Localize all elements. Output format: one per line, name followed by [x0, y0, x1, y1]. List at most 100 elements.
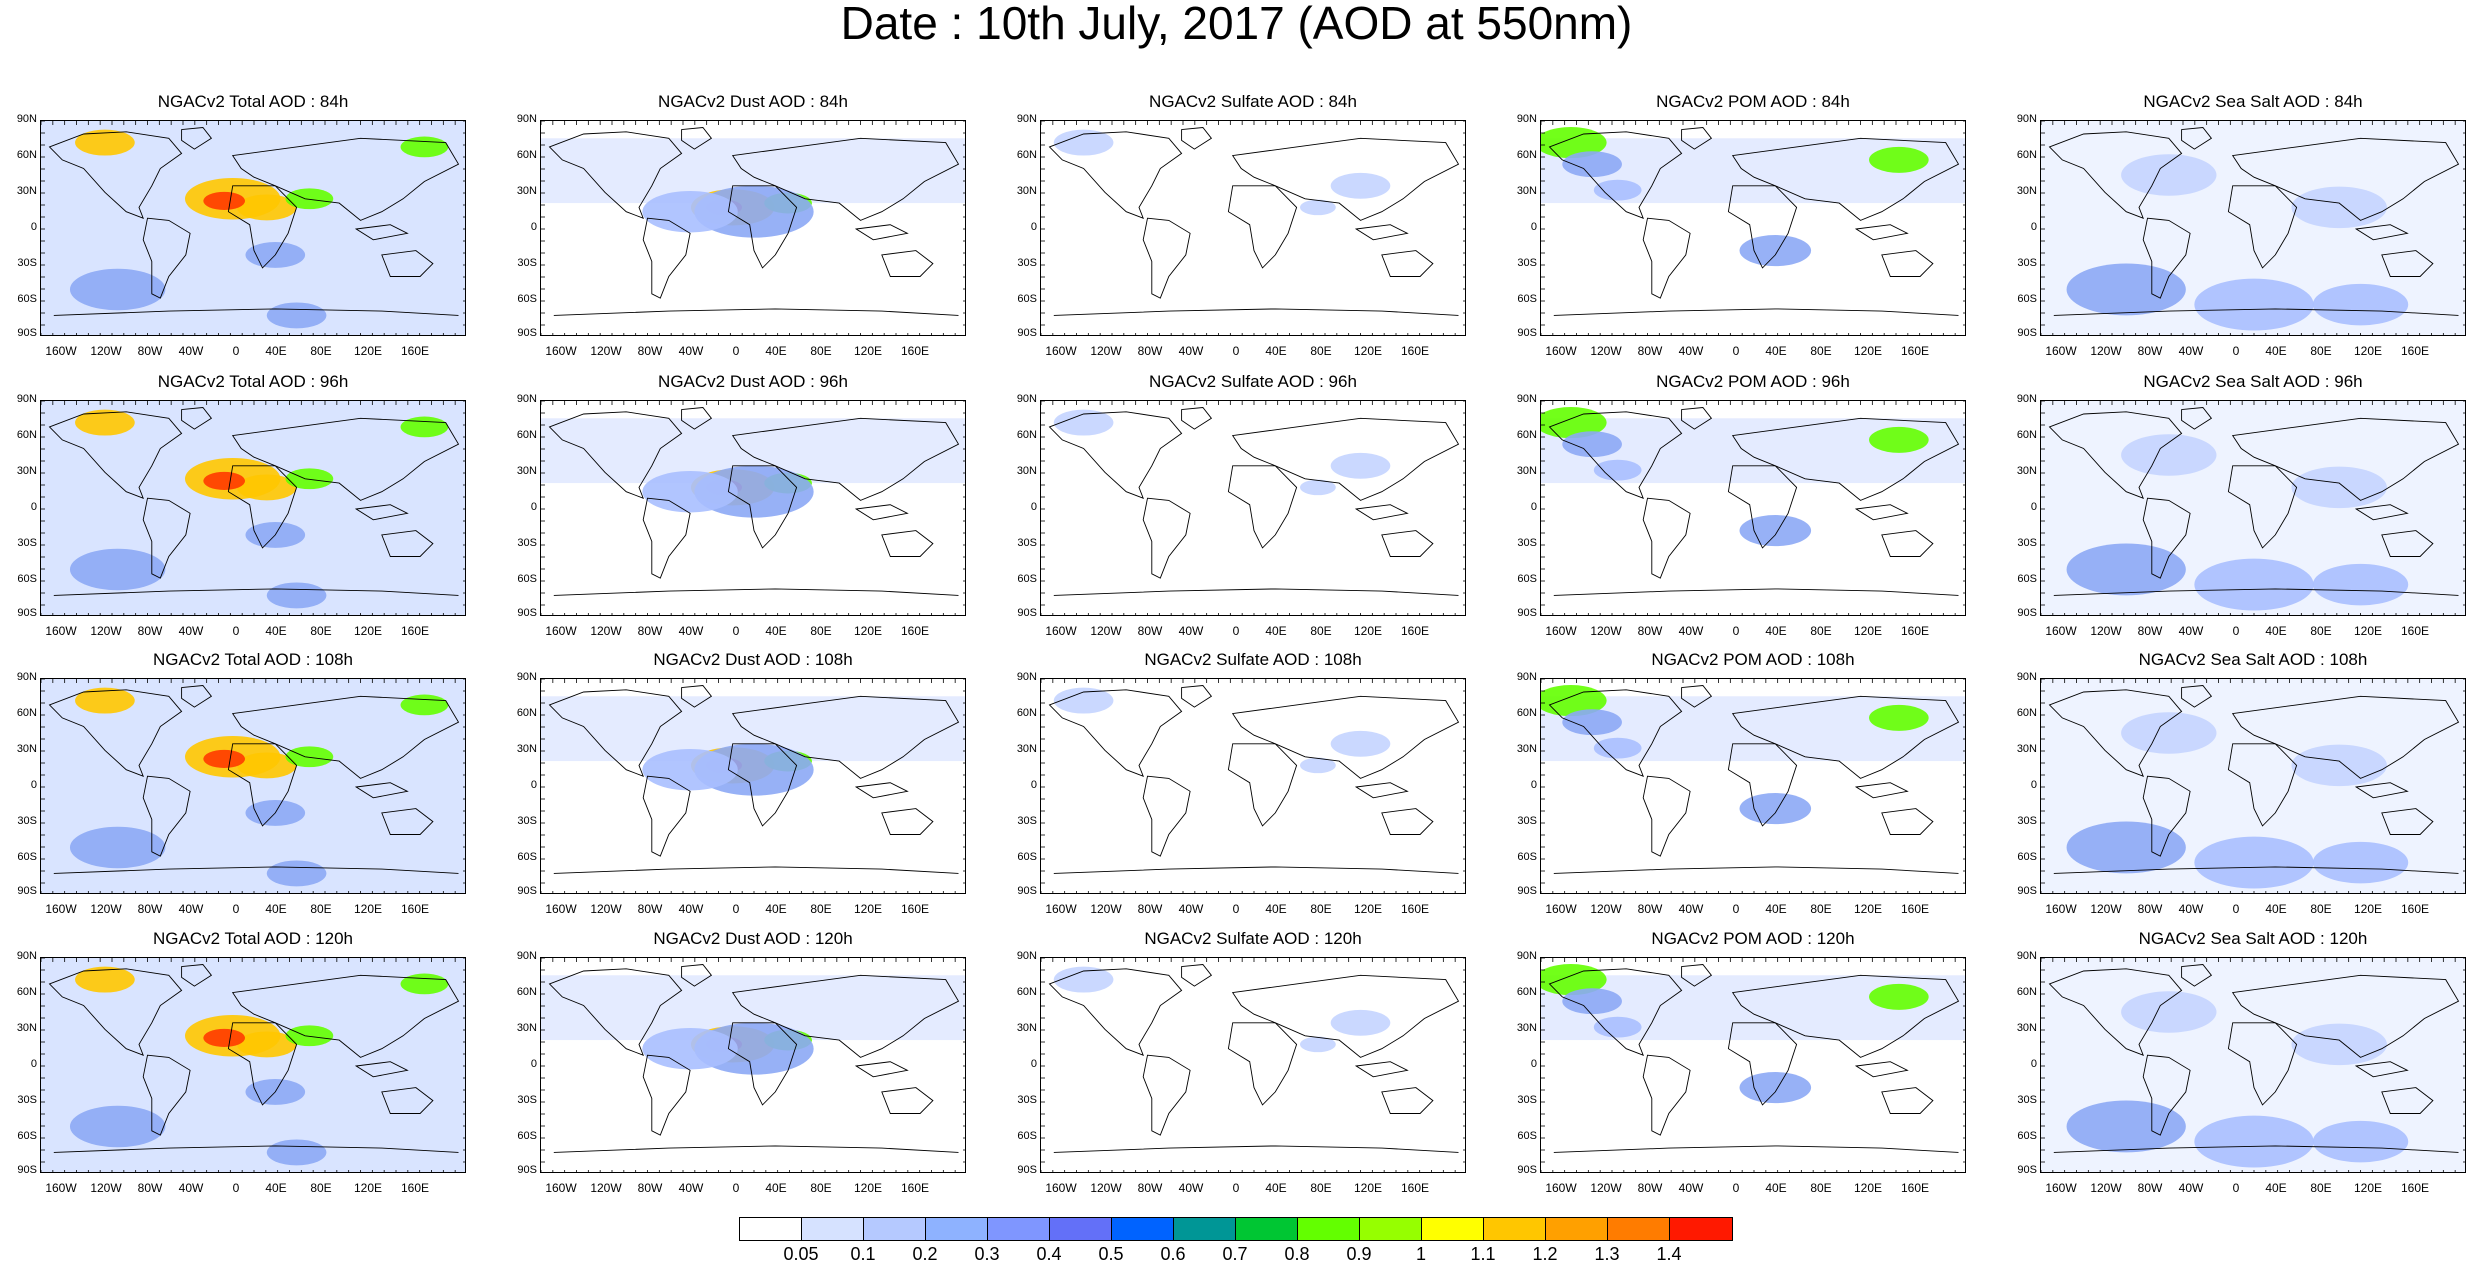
aod-plume [2066, 263, 2186, 316]
longitude-label: 80W [2137, 344, 2163, 358]
coastline [2227, 185, 2298, 269]
coastline [854, 504, 909, 521]
aod-plume [1869, 426, 1929, 453]
longitude-label: 160W [2045, 624, 2077, 638]
latitude-label: 90N [516, 393, 537, 405]
latitude-label: 90S [2017, 1164, 2037, 1176]
longitude-label: 80E [1810, 624, 1832, 638]
longitude-label: 160E [900, 624, 930, 638]
longitude-label: 80W [637, 344, 663, 358]
coastline [381, 250, 434, 277]
longitude-label: 120E [1853, 902, 1883, 916]
longitude-label: 40W [178, 1181, 204, 1195]
coastline [854, 1061, 909, 1078]
coastline [231, 137, 460, 221]
latitude-label: 60S [1017, 851, 1037, 863]
latitude-label: 30S [1017, 815, 1037, 827]
aod-plume [1330, 452, 1391, 479]
longitude-label: 160E [400, 1181, 430, 1195]
longitude-label: 160E [400, 344, 430, 358]
colorbar [739, 1217, 1733, 1241]
map-panel [540, 120, 966, 336]
latitude-label: 90S [2017, 885, 2037, 897]
coastline [1553, 1145, 1959, 1153]
coastline [1727, 465, 1798, 549]
coastline [142, 775, 191, 857]
latitude-label: 0 [1530, 779, 1537, 791]
aod-field-svg [1041, 121, 1465, 335]
longitude-label: 120W [590, 624, 622, 638]
longitude-label: 40W [2178, 624, 2204, 638]
longitude-label: 80W [637, 624, 663, 638]
latitude-label: 90N [16, 950, 37, 962]
longitude-label: 40W [178, 902, 204, 916]
aod-plume [266, 860, 327, 887]
colorbar-swatch [1236, 1218, 1298, 1240]
latitude-label: 30S [1517, 815, 1537, 827]
coastline [1642, 217, 1691, 299]
map-panel [540, 957, 966, 1173]
aod-plume [75, 966, 135, 993]
longitude-label: 0 [232, 902, 240, 916]
aod-plume [1593, 737, 1642, 759]
longitude-label: 40W [678, 902, 704, 916]
longitude-label: 40W [1678, 344, 1704, 358]
aod-plume [1330, 172, 1391, 199]
coastline [642, 1054, 691, 1136]
latitude-label: 90S [17, 327, 37, 339]
longitude-label: 120E [1353, 344, 1383, 358]
coastline [2354, 782, 2409, 799]
aod-plume [1562, 988, 1622, 1015]
latitude-label: 60N [2016, 707, 2037, 719]
longitude-label: 160E [1400, 344, 1430, 358]
longitude-label: 40W [678, 344, 704, 358]
longitude-label: 40W [2178, 902, 2204, 916]
aod-plume [1330, 1009, 1391, 1036]
longitude-label: 40W [178, 624, 204, 638]
longitude-label: 160E [2400, 344, 2430, 358]
map-panel [40, 120, 466, 336]
aod-field-svg [41, 958, 465, 1172]
aod-plume [75, 409, 135, 436]
aod-field-svg [2041, 679, 2465, 893]
coastline [1731, 417, 1960, 501]
longitude-label: 80W [1137, 902, 1163, 916]
coastline [2181, 685, 2213, 708]
longitude-label: 160E [900, 344, 930, 358]
longitude-label: 40W [1178, 902, 1204, 916]
longitude-label: 120W [1590, 344, 1622, 358]
aod-field-svg [41, 401, 465, 615]
coastline [1181, 127, 1213, 150]
longitude-label: 120W [590, 344, 622, 358]
latitude-label: 60S [17, 1130, 37, 1142]
aod-plume [203, 749, 246, 768]
aod-plume [1593, 459, 1642, 481]
latitude-label: 30S [517, 537, 537, 549]
longitude-label: 120E [353, 1181, 383, 1195]
latitude-label: 60S [517, 851, 537, 863]
map-panel [2040, 957, 2466, 1173]
aod-plume [1541, 685, 1607, 717]
coastline [731, 417, 960, 501]
coastline [1727, 185, 1798, 269]
latitude-label: 90S [1517, 327, 1537, 339]
longitude-label: 160W [1545, 1181, 1577, 1195]
coastline [1548, 411, 1683, 499]
coastline [642, 775, 691, 857]
aod-plume [2291, 1023, 2387, 1066]
latitude-label: 0 [30, 1058, 37, 1070]
longitude-label: 80E [2310, 344, 2332, 358]
coastline [2381, 808, 2434, 835]
latitude-label: 0 [2030, 1058, 2037, 1070]
coastline [53, 588, 459, 596]
longitude-label: 120E [1353, 624, 1383, 638]
longitude-label: 160W [545, 344, 577, 358]
aod-plume [1869, 983, 1929, 1010]
longitude-label: 0 [732, 344, 740, 358]
latitude-label: 0 [1030, 501, 1037, 513]
coastline [181, 685, 213, 708]
coastline [1231, 417, 1460, 501]
longitude-label: 0 [732, 902, 740, 916]
coastline [2053, 308, 2459, 316]
longitude-label: 160E [400, 624, 430, 638]
